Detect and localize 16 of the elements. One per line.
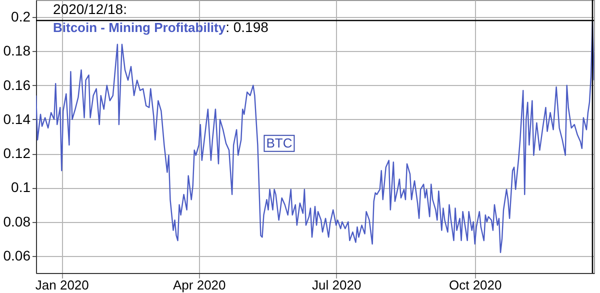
series-label: Bitcoin - Mining Profitability: [53, 20, 226, 35]
x-tick-label: Oct 2020: [448, 278, 502, 292]
annotation: 2020/12/18:: [53, 1, 127, 17]
x-tick-label: Jan 2020: [35, 278, 89, 292]
y-tick-label: 0.1: [11, 179, 31, 196]
y-tick-label: 0.18: [3, 42, 31, 59]
x-tick-label: Apr 2020: [172, 278, 226, 292]
y-tick-label: 0.16: [3, 76, 31, 93]
y-tick-label: 0.12: [3, 145, 31, 162]
y-tick-label: 0.08: [3, 213, 31, 230]
y-tick-label: 0.2: [11, 8, 31, 25]
y-tick-label: 0.14: [3, 110, 31, 127]
y-tick-label: 0.06: [3, 247, 31, 264]
annotation: : 0.198: [226, 19, 269, 35]
annotation: BTC: [266, 135, 292, 150]
x-tick-label: Jul 2020: [312, 278, 362, 292]
